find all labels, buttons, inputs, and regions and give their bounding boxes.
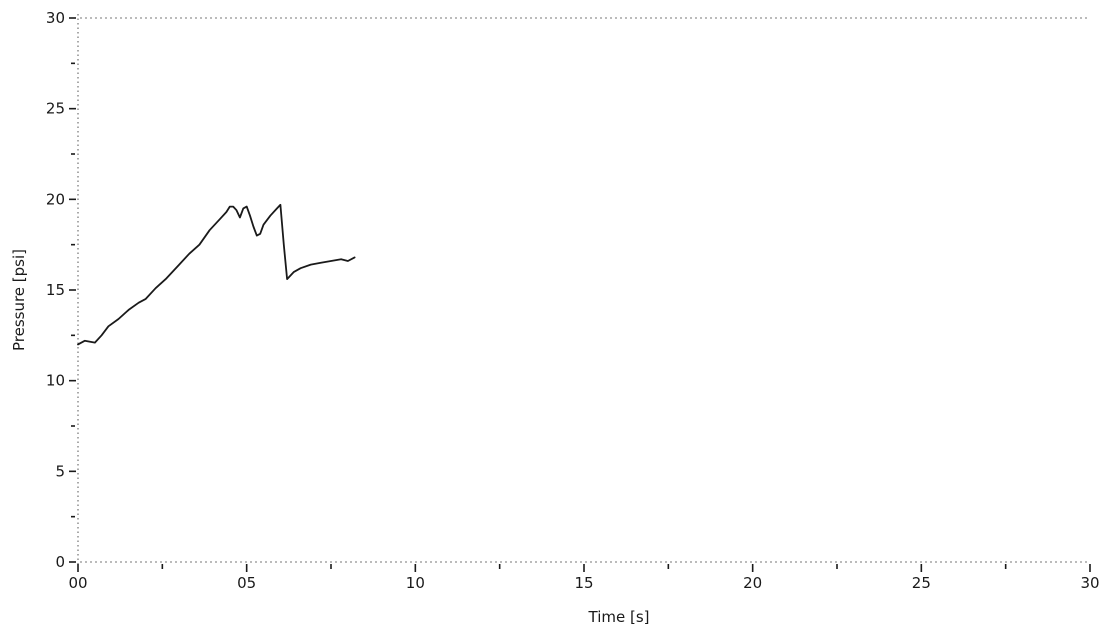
x-tick-label-3: 15 (574, 574, 593, 592)
y-tick-label-3: 15 (46, 281, 65, 299)
series-line-0 (77, 203, 356, 346)
x-tick-label-4: 20 (743, 574, 762, 592)
y-tick-label-5: 25 (46, 100, 65, 118)
x-axis-label: Time [s] (588, 608, 650, 626)
x-tick-label-0: 00 (68, 574, 87, 592)
y-tick-label-6: 30 (46, 9, 65, 27)
y-tick-label-2: 10 (46, 372, 65, 390)
x-tick-label-2: 10 (406, 574, 425, 592)
y-tick-label-0: 0 (55, 553, 65, 571)
y-axis-label: Pressure [psi] (10, 249, 28, 351)
x-tick-label-6: 30 (1080, 574, 1099, 592)
y-tick-label-4: 20 (46, 190, 65, 208)
x-tick-label-5: 25 (912, 574, 931, 592)
x-tick-label-1: 05 (237, 574, 256, 592)
y-tick-label-1: 5 (55, 462, 65, 480)
